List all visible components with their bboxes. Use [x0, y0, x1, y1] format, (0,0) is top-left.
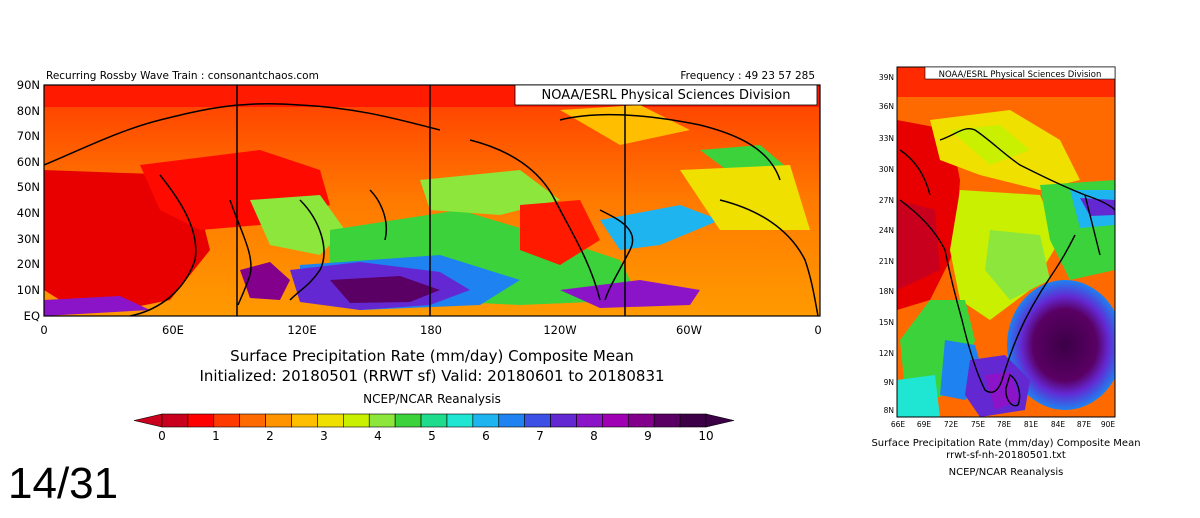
colorbar-tick: 0: [158, 429, 166, 440]
india-coastline: [899, 128, 1115, 407]
india-lon-label: 66E: [891, 420, 906, 429]
colorbar: [133, 413, 735, 428]
colorbar-swatch: [627, 413, 655, 428]
colorbar-tick: 4: [374, 429, 382, 440]
colorbar-swatch: [420, 413, 448, 428]
lat-label: 40N: [17, 206, 40, 220]
india-lat-label: 9N: [884, 378, 894, 387]
colorbar-swatch: [317, 413, 344, 428]
lat-label: 10N: [17, 283, 40, 297]
colorbar-swatch: [576, 413, 603, 428]
lon-label: 120E: [287, 323, 316, 337]
india-lon-label: 90E: [1101, 420, 1116, 429]
colorbar-swatch: [472, 413, 500, 428]
main-title-line2: Initialized: 20180501 (RRWT sf) Valid: 2…: [199, 367, 664, 385]
india-source: NCEP/NCAR Reanalysis: [949, 467, 1064, 478]
lat-label: 50N: [17, 180, 40, 194]
colorbar-tick: 10: [698, 429, 713, 440]
colorbar-swatch: [524, 413, 551, 428]
india-lon-label: 69E: [917, 420, 932, 429]
colorbar-swatch: [265, 413, 292, 428]
colorbar-swatch: [239, 413, 266, 428]
main-credit: NOAA/ESRL Physical Sciences Division: [542, 88, 791, 103]
lon-label: 60W: [676, 323, 702, 337]
colorbar-swatch: [550, 413, 577, 428]
lat-label: 30N: [17, 232, 40, 246]
india-lon-label: 87E: [1077, 420, 1092, 429]
colorbar-swatch: [343, 413, 370, 428]
lat-label: EQ: [24, 309, 40, 323]
colorbar-swatch: [602, 413, 629, 428]
lon-label: 0: [814, 323, 821, 337]
colorbar-tick: 9: [644, 429, 652, 440]
india-title: Surface Precipitation Rate (mm/day) Comp…: [871, 438, 1140, 449]
colorbar-swatch: [368, 413, 396, 428]
colorbar-tick-labels: 0 1 2 3 4 5 6 7 8 9 10: [158, 429, 713, 440]
colorbar-tick: 8: [590, 429, 598, 440]
main-source: NCEP/NCAR Reanalysis: [363, 392, 501, 406]
colorbar-tick: 3: [320, 429, 328, 440]
colorbar-swatch: [291, 413, 318, 428]
india-lat-label: 21N: [879, 257, 894, 266]
colorbar-swatch: [653, 413, 681, 428]
colorbar-right-arrow: [705, 413, 735, 428]
colorbar-left-arrow: [133, 413, 163, 428]
india-lat-label: 39N: [879, 73, 894, 82]
colorbar-swatch: [679, 413, 707, 428]
main-header-right: Frequency : 49 23 57 285: [680, 70, 815, 82]
lon-label: 180: [420, 323, 442, 337]
colorbar-tick: 5: [428, 429, 436, 440]
colorbar-tick: 6: [482, 429, 490, 440]
lat-label: 70N: [17, 129, 40, 143]
lon-axis: 0 60E 120E 180 120W 60W 0: [40, 323, 821, 337]
india-lon-label: 75E: [971, 420, 986, 429]
lat-axis: 90N 80N 70N 60N 50N 40N 30N 20N 10N EQ: [17, 78, 40, 323]
india-filename: rrwt-sf-nh-20180501.txt: [946, 450, 1066, 461]
colorbar-swatch: [446, 413, 474, 428]
coastlines: [44, 102, 819, 316]
india-precipitation-field: [897, 67, 1115, 417]
india-lat-label: 8N: [884, 406, 894, 415]
india-lon-axis: 66E 69E 72E 75E 78E 81E 84E 87E 90E: [891, 420, 1116, 429]
colorbar-swatch: [498, 413, 525, 428]
colorbar-tick: 1: [212, 429, 220, 440]
slide-counter: 14/31: [8, 459, 119, 508]
lat-label: 20N: [17, 257, 40, 271]
india-lat-axis: 39N 36N 33N 30N 27N 24N 21N 18N 15N 12N …: [879, 73, 894, 415]
main-precipitation-map: NOAA/ESRL Physical Sciences Division Rec…: [17, 70, 822, 440]
map-frame: [43, 84, 821, 317]
india-lat-label: 15N: [879, 318, 894, 327]
india-lon-label: 81E: [1024, 420, 1039, 429]
lat-label: 80N: [17, 104, 40, 118]
lon-label: 0: [40, 323, 47, 337]
india-lon-label: 78E: [997, 420, 1012, 429]
india-lat-label: 18N: [879, 287, 894, 296]
lat-label: 60N: [17, 155, 40, 169]
india-lat-label: 24N: [879, 226, 894, 235]
india-map-frame: [896, 66, 1116, 418]
colorbar-swatch: [394, 413, 422, 428]
india-lon-label: 84E: [1051, 420, 1066, 429]
colorbar-swatch: [187, 413, 215, 428]
india-lat-label: 30N: [879, 165, 894, 174]
india-credit: NOAA/ESRL Physical Sciences Division: [939, 70, 1102, 80]
colorbar-tick: 7: [536, 429, 544, 440]
colorbar-swatch: [161, 413, 189, 428]
colorbar-swatch: [213, 413, 241, 428]
lon-label: 60E: [162, 323, 184, 337]
lat-label: 90N: [17, 78, 40, 92]
india-lon-label: 72E: [944, 420, 959, 429]
india-lat-label: 33N: [879, 134, 894, 143]
colorbar-tick: 2: [266, 429, 274, 440]
lon-label: 120W: [543, 323, 576, 337]
india-lat-label: 27N: [879, 196, 894, 205]
main-title-line1: Surface Precipitation Rate (mm/day) Comp…: [230, 347, 634, 365]
india-lat-label: 36N: [879, 102, 894, 111]
india-lat-label: 12N: [879, 349, 894, 358]
main-header-left: Recurring Rossby Wave Train : consonantc…: [46, 70, 319, 82]
